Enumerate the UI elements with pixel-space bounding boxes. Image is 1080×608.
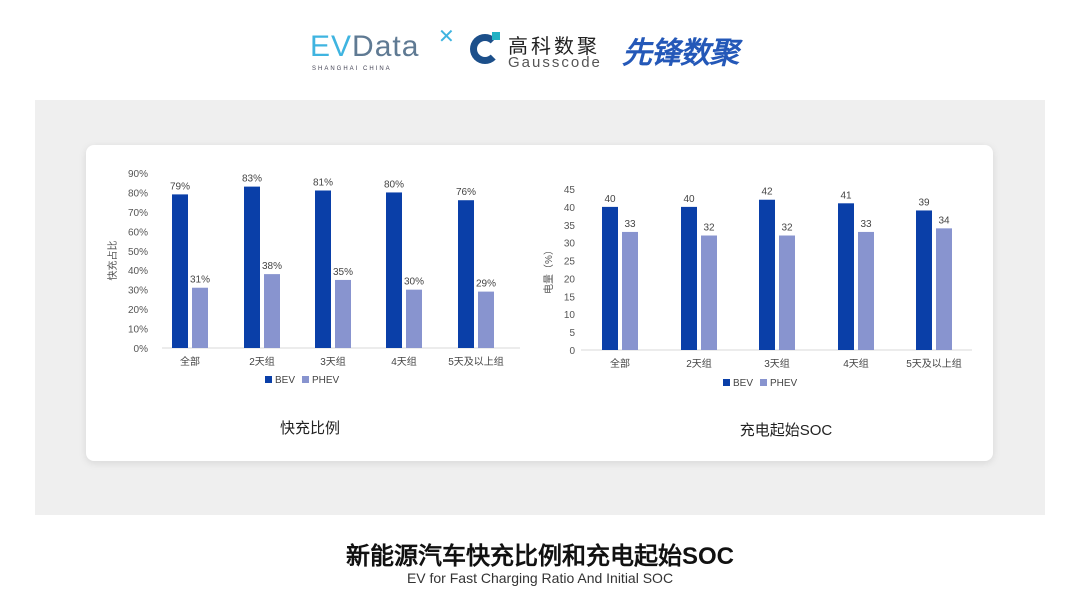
data-label: 38% [262, 261, 282, 272]
y-tick-label: 30 [564, 239, 576, 250]
data-label: 79% [170, 181, 190, 192]
legend-label: BEV [733, 378, 753, 389]
bar-bev [244, 186, 260, 348]
y-tick-label: 0% [134, 344, 149, 355]
bar-bev [458, 200, 474, 348]
bar-bev [759, 199, 775, 350]
legend-label: PHEV [770, 378, 798, 389]
data-label: 81% [313, 178, 333, 189]
bar-phev [936, 228, 952, 350]
data-label: 83% [242, 174, 262, 185]
evdata-data: Data [352, 30, 420, 63]
legend-swatch-phev [302, 376, 309, 383]
gausscode-square-icon [492, 32, 500, 40]
y-tick-label: 35 [564, 221, 576, 232]
y-tick-label: 10% [128, 325, 148, 336]
x-tick-label: 4天组 [391, 355, 417, 368]
y-tick-label: 40% [128, 266, 148, 277]
page-title: 新能源汽车快充比例和充电起始SOC [345, 543, 734, 570]
x-tick-label: 3天组 [320, 355, 346, 368]
bar-phev [406, 289, 422, 348]
y-tick-label: 15 [564, 292, 576, 303]
y-tick-label: 30% [128, 286, 148, 297]
y-tick-label: 20% [128, 305, 148, 316]
data-label: 33 [860, 219, 872, 230]
data-label: 40 [683, 194, 695, 205]
bar-phev [335, 279, 351, 348]
chart-title: 充电起始SOC [740, 422, 833, 439]
y-tick-label: 25 [564, 257, 576, 268]
data-label: 30% [404, 277, 424, 288]
page-subtitle: EV for Fast Charging Ratio And Initial S… [406, 570, 674, 586]
bar-bev [172, 194, 188, 348]
y-tick-label: 60% [128, 227, 148, 238]
y-tick-label: 90% [128, 169, 148, 180]
y-tick-label: 50% [128, 247, 148, 258]
data-label: 42 [761, 187, 773, 198]
y-tick-label: 5 [569, 328, 575, 339]
bar-phev [192, 287, 208, 348]
evdata-ev: EV [310, 30, 353, 63]
data-label: 34 [938, 215, 950, 226]
x-tick-label: 5天及以上组 [448, 355, 504, 368]
y-tick-label: 10 [564, 310, 576, 321]
bar-phev [858, 231, 874, 350]
data-label: 32 [703, 223, 715, 234]
legend-swatch-bev [265, 376, 272, 383]
data-label: 33 [624, 219, 636, 230]
data-label: 40 [604, 194, 616, 205]
data-label: 76% [456, 187, 476, 198]
legend-label: BEV [275, 375, 295, 386]
gausscode-mark-icon [470, 34, 500, 64]
x-tick-label: 3天组 [764, 357, 790, 370]
data-label: 31% [190, 275, 210, 286]
y-tick-label: 80% [128, 188, 148, 199]
bar-bev [315, 190, 331, 348]
y-tick-label: 70% [128, 208, 148, 219]
bar-phev [622, 231, 638, 350]
bar-phev [779, 235, 795, 350]
data-label: 32 [781, 223, 793, 234]
evdata-logo: EVData ✕ SHANGHAI CHINA [310, 26, 455, 72]
data-label: 80% [384, 179, 404, 190]
legend-label: PHEV [312, 375, 340, 386]
x-tick-label: 全部 [610, 357, 630, 370]
legend-swatch-bev [723, 379, 730, 386]
y-tick-label: 40 [564, 203, 576, 214]
xianfeng-logo: 先锋数聚 [622, 37, 739, 70]
data-label: 39 [918, 197, 930, 208]
x-tick-label: 2天组 [249, 355, 275, 368]
y-tick-label: 0 [569, 346, 575, 357]
x-mark-icon: ✕ [438, 26, 456, 48]
y-tick-label: 45 [564, 185, 576, 196]
bar-bev [838, 203, 854, 350]
chart-title: 快充比例 [280, 420, 340, 437]
x-tick-label: 2天组 [686, 357, 712, 370]
bar-bev [916, 210, 932, 350]
x-tick-label: 4天组 [843, 357, 869, 370]
bar-bev [681, 206, 697, 350]
bar-phev [478, 291, 494, 348]
x-tick-label: 5天及以上组 [906, 357, 962, 370]
y-axis-label: 电量（%） [542, 245, 555, 294]
bar-bev [602, 206, 618, 350]
logo-bar: EVData ✕ SHANGHAI CHINA 高科数聚 Gausscode 先锋数聚 [0, 22, 1080, 74]
x-tick-label: 全部 [180, 355, 200, 368]
bar-phev [701, 235, 717, 350]
bar-phev [264, 274, 280, 348]
evdata-tagline: SHANGHAI CHINA [312, 66, 392, 72]
bar-bev [386, 192, 402, 348]
data-label: 41 [840, 190, 852, 201]
y-tick-label: 20 [564, 274, 576, 285]
gausscode-en: Gausscode [508, 54, 602, 71]
gausscode-cn: 高科数聚 [508, 36, 600, 58]
data-label: 35% [333, 267, 353, 278]
y-axis-label: 快充占比 [106, 241, 119, 281]
data-label: 29% [476, 279, 496, 290]
legend-swatch-phev [760, 379, 767, 386]
